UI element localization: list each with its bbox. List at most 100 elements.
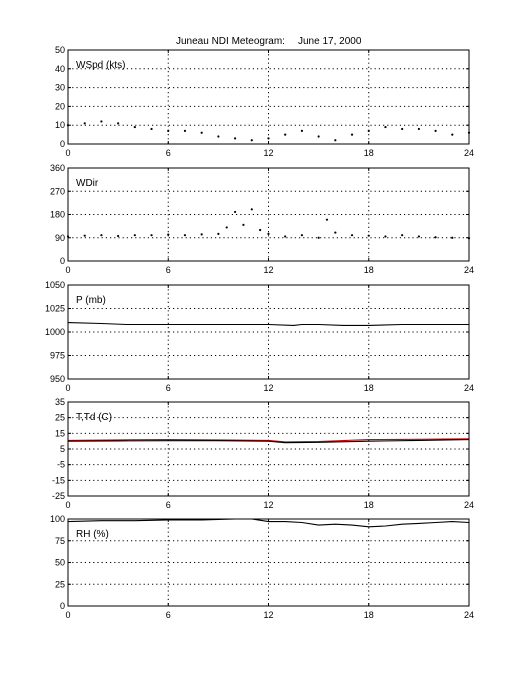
y-tick-label: 950	[50, 374, 65, 384]
y-tick-label: -15	[52, 475, 65, 485]
y-tick-label: 50	[55, 558, 65, 568]
data-point	[133, 234, 136, 237]
x-tick-label: 24	[464, 610, 474, 620]
y-tick-label: -5	[57, 460, 65, 470]
y-tick-label: 40	[55, 64, 65, 74]
data-point	[225, 226, 228, 229]
data-point	[200, 233, 203, 236]
x-tick-label: 0	[65, 148, 70, 158]
data-point	[434, 236, 437, 239]
series-1-points	[66, 208, 471, 240]
y-tick-label: 975	[50, 351, 65, 361]
data-point	[451, 236, 454, 239]
x-tick-label: 0	[65, 383, 70, 393]
x-tick-label: 0	[65, 610, 70, 620]
data-point	[133, 125, 136, 129]
series-1-line	[67, 518, 470, 528]
y-tick-label: 20	[55, 101, 65, 111]
x-tick-label: 0	[65, 265, 70, 275]
panel-label: WDir	[76, 178, 99, 189]
series-1-points	[66, 120, 471, 142]
x-tick-label: 6	[166, 383, 171, 393]
data-point	[183, 129, 187, 132]
panel-5: 0 6 12 18 24 0 25 50 75 100 RH (%)	[50, 514, 474, 620]
data-point	[350, 133, 354, 136]
x-tick-label: 6	[166, 610, 171, 620]
y-tick-label: 0	[60, 256, 65, 266]
data-point	[250, 139, 253, 142]
y-tick-label: 1025	[45, 304, 65, 314]
data-point	[83, 122, 86, 125]
data-point	[117, 234, 120, 238]
x-tick-label: 12	[263, 610, 273, 620]
y-tick-label: 35	[55, 397, 65, 407]
x-tick-label: 18	[364, 383, 374, 393]
data-point	[267, 232, 270, 235]
x-tick-label: 6	[166, 265, 171, 275]
data-point	[367, 234, 370, 237]
x-tick-label: 0	[65, 500, 70, 510]
data-point	[401, 127, 404, 131]
x-tick-label: 24	[464, 500, 474, 510]
figure-title-station: Juneau NDI Meteogram:	[176, 36, 285, 47]
data-point	[217, 135, 220, 138]
panel-1: 0 6 12 18 24 0 10 20 30 40 50 WSpd (kts)	[55, 45, 474, 158]
panel-label: RH (%)	[76, 529, 109, 540]
panel-label: T,Td (C)	[76, 412, 112, 423]
x-tick-label: 6	[166, 500, 171, 510]
data-point	[200, 131, 203, 134]
data-point	[384, 125, 387, 129]
series-1-line	[67, 438, 470, 443]
y-tick-label: 0	[60, 601, 65, 611]
data-point	[167, 129, 170, 132]
data-point	[300, 129, 304, 132]
data-point	[401, 234, 404, 237]
data-point	[367, 129, 370, 132]
y-tick-label: 75	[55, 536, 65, 546]
x-tick-label: 24	[464, 383, 474, 393]
panel-2: 0 6 12 18 24 0 90 180 270 360 WDir	[50, 163, 474, 275]
data-point	[250, 208, 253, 211]
y-tick-label: -25	[52, 491, 65, 501]
data-point	[117, 122, 120, 125]
panel-label: P (mb)	[76, 295, 106, 306]
data-point	[242, 223, 245, 226]
series-2-line	[67, 439, 470, 444]
y-tick-label: 30	[55, 83, 65, 93]
x-tick-label: 12	[263, 383, 273, 393]
panel-3: 0 6 12 18 24 950 975 1000 1025 1050 P (mb)	[45, 280, 474, 393]
x-tick-label: 6	[166, 148, 171, 158]
x-tick-label: 18	[364, 148, 374, 158]
y-tick-label: 10	[55, 120, 65, 130]
panel-4: 0 6 12 18 24 -25 -15 -5 5 15 25 35 T,Td (C)	[52, 397, 474, 510]
axes-box	[67, 518, 470, 607]
data-point	[384, 235, 387, 238]
x-tick-label: 18	[364, 265, 374, 275]
data-point	[317, 236, 320, 239]
data-point	[259, 228, 262, 232]
data-point	[451, 133, 454, 136]
axes-box	[67, 49, 470, 145]
data-point	[100, 234, 103, 237]
y-tick-label: 15	[55, 428, 65, 438]
data-point	[167, 233, 170, 236]
data-point	[350, 234, 354, 237]
series-1-line	[67, 322, 469, 326]
figure-title-date: June 17, 2000	[298, 36, 362, 47]
data-point	[284, 133, 287, 136]
y-tick-label: 25	[55, 413, 65, 423]
x-tick-label: 18	[364, 500, 374, 510]
y-tick-label: 1000	[45, 327, 65, 337]
data-point	[150, 127, 153, 131]
data-point	[183, 234, 187, 237]
y-tick-label: 180	[50, 210, 65, 220]
y-tick-label: 360	[50, 163, 65, 173]
data-point	[233, 210, 237, 214]
data-point	[417, 235, 420, 238]
data-point	[417, 127, 420, 131]
data-point	[100, 120, 103, 123]
y-tick-label: 90	[55, 233, 65, 243]
data-point	[325, 218, 329, 221]
data-point	[300, 234, 304, 237]
x-tick-label: 12	[263, 265, 273, 275]
